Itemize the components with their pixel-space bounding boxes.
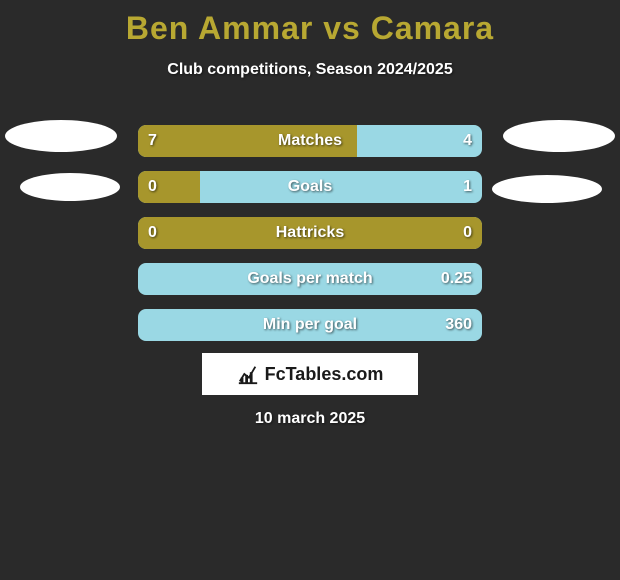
stat-label: Goals per match <box>138 263 482 295</box>
date-label: 10 march 2025 <box>0 410 620 428</box>
fctables-text: FcTables.com <box>265 364 384 385</box>
stat-value-right: 4 <box>463 125 472 157</box>
stat-value-right: 1 <box>463 171 472 203</box>
stat-label: Min per goal <box>138 309 482 341</box>
comparison-subtitle: Club competitions, Season 2024/2025 <box>0 61 620 79</box>
stat-row: Goals per match0.25 <box>0 256 620 302</box>
comparison-title: Ben Ammar vs Camara <box>0 0 620 47</box>
stat-value-left: 0 <box>148 217 157 249</box>
comparison-card: Ben Ammar vs Camara Club competitions, S… <box>0 0 620 580</box>
stat-row: Hattricks0 0 <box>0 210 620 256</box>
stat-value-left: 0 <box>148 171 157 203</box>
stat-row: Goals0 1 <box>0 164 620 210</box>
stat-row: Matches7 4 <box>0 118 620 164</box>
stat-value-right: 0 <box>463 217 472 249</box>
stat-value-right: 0.25 <box>441 263 472 295</box>
stat-label: Hattricks <box>138 217 482 249</box>
fctables-badge[interactable]: FcTables.com <box>202 353 418 395</box>
stat-value-left: 7 <box>148 125 157 157</box>
stat-chart: Matches74Goals01Hattricks00Goals per mat… <box>0 118 620 348</box>
stat-row: Min per goal360 <box>0 302 620 348</box>
stat-value-right: 360 <box>445 309 472 341</box>
stat-label: Matches <box>138 125 482 157</box>
stat-label: Goals <box>138 171 482 203</box>
chart-icon <box>237 363 259 385</box>
